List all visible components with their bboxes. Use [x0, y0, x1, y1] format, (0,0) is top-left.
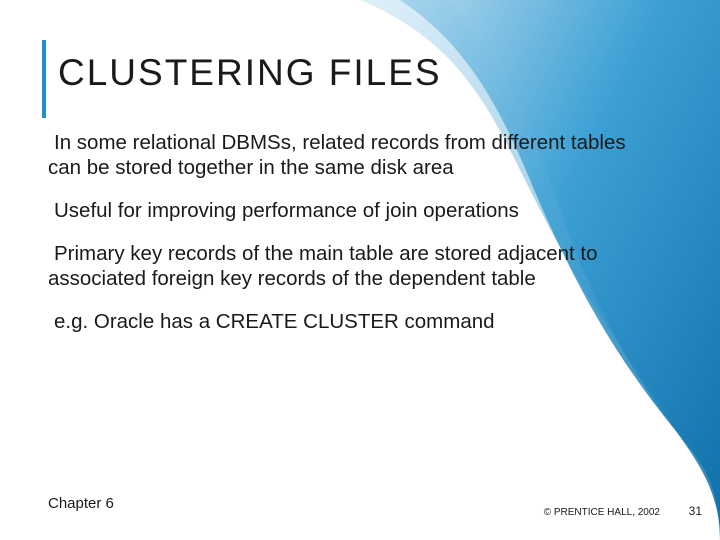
page-number: 31 — [689, 504, 702, 518]
body-paragraph: e.g. Oracle has a CREATE CLUSTER command — [48, 309, 648, 334]
slide-body: In some relational DBMSs, related record… — [48, 130, 648, 352]
slide: CLUSTERING FILES In some relational DBMS… — [0, 0, 720, 540]
body-paragraph: In some relational DBMSs, related record… — [48, 130, 648, 180]
footer-chapter: Chapter 6 — [48, 495, 114, 512]
title-accent-bar — [42, 40, 46, 118]
body-paragraph: Useful for improving performance of join… — [48, 198, 648, 223]
slide-title: CLUSTERING FILES — [58, 52, 442, 94]
body-paragraph: Primary key records of the main table ar… — [48, 241, 648, 291]
footer-copyright: © PRENTICE HALL, 2002 — [544, 507, 660, 518]
